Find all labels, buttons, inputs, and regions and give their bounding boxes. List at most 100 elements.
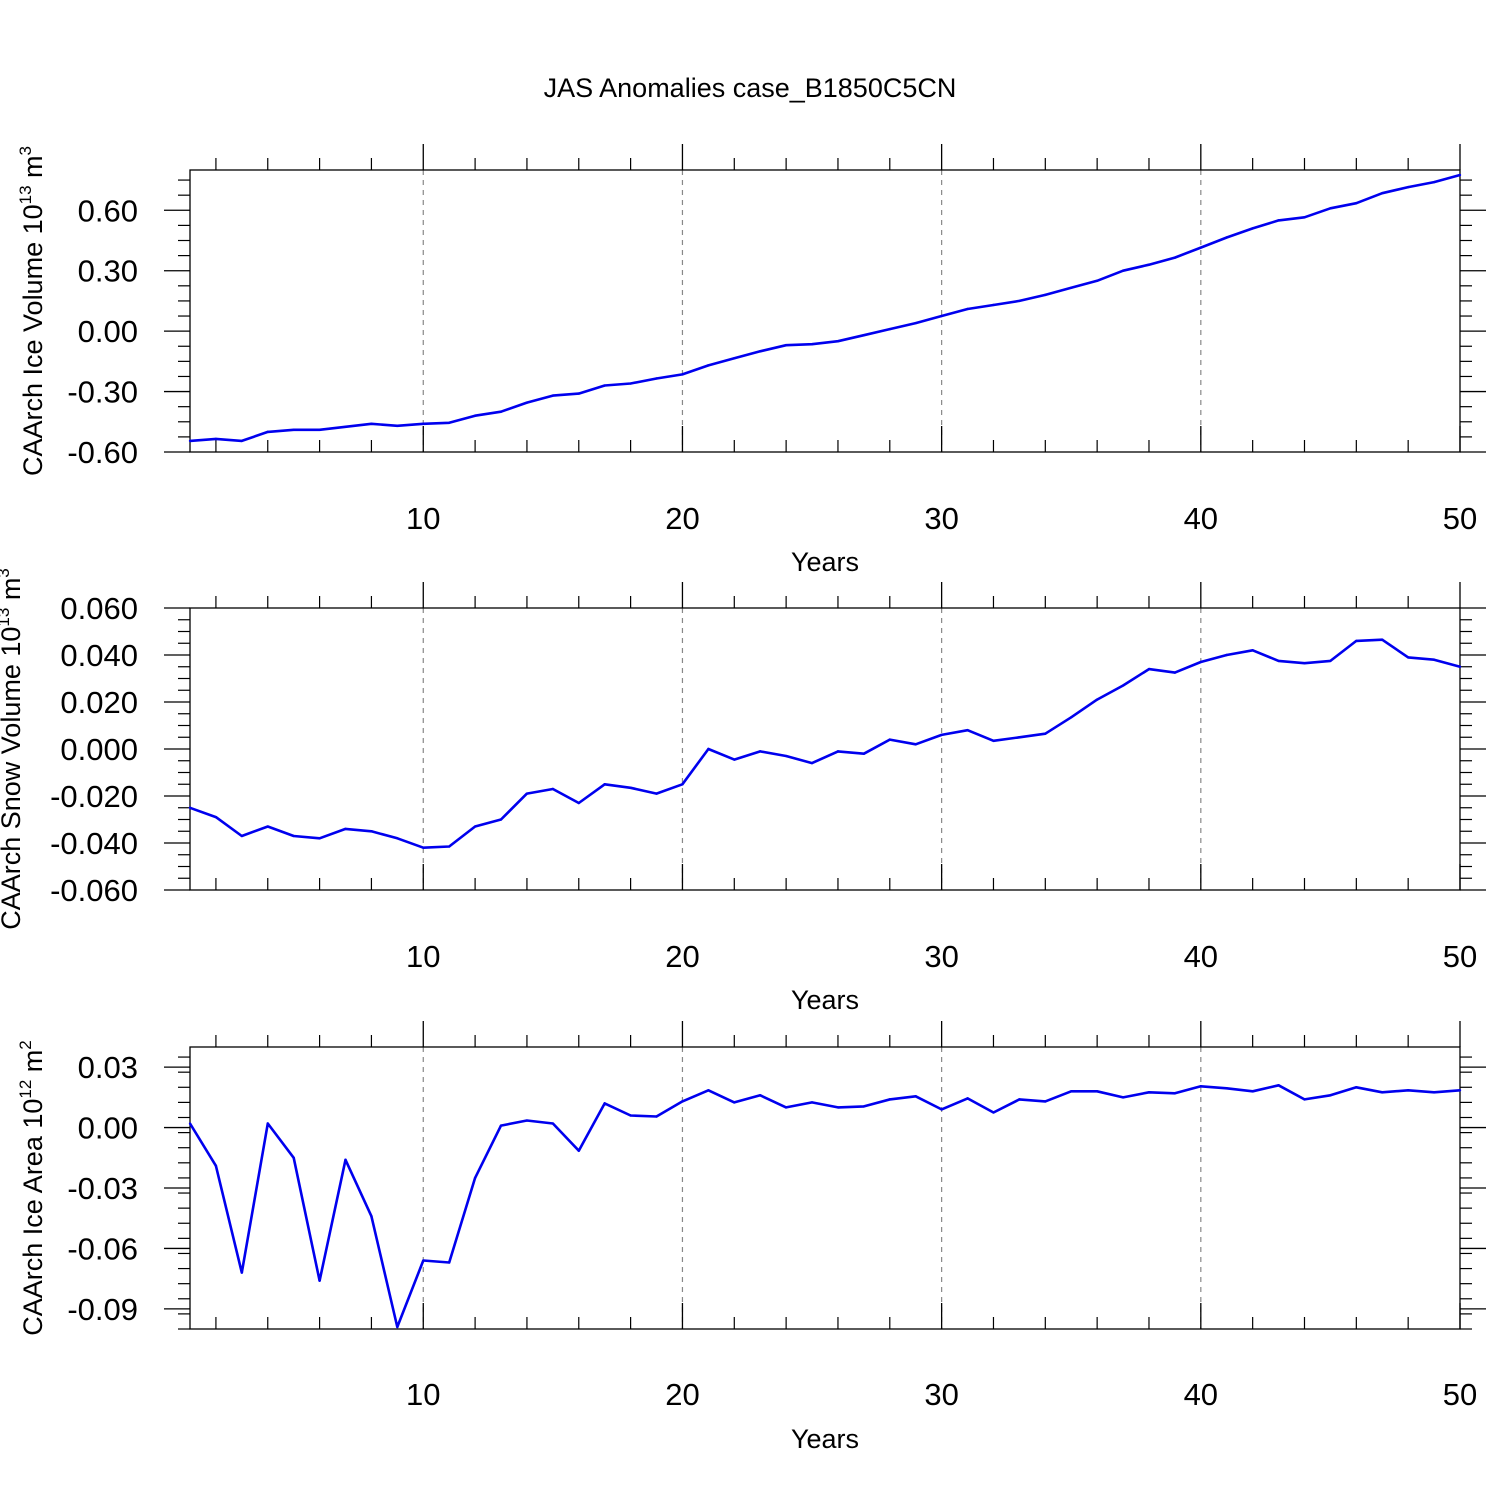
data-point bbox=[992, 739, 995, 742]
x-tick-label: 10 bbox=[406, 501, 440, 536]
data-point bbox=[940, 1108, 943, 1111]
x-tick-label: 50 bbox=[1443, 1377, 1477, 1412]
x-tick-label: 50 bbox=[1443, 939, 1477, 974]
data-point bbox=[473, 414, 477, 417]
data-point bbox=[992, 303, 995, 307]
data-point bbox=[1199, 660, 1203, 664]
panel-3: 10 20 30 40 50 0.03 0.00 -0.03 -0.06 -0.09 Years CA… bbox=[16, 1021, 1486, 1454]
data-point bbox=[681, 373, 684, 376]
data-point bbox=[862, 752, 866, 755]
data-point bbox=[1355, 639, 1358, 643]
data-point bbox=[422, 422, 425, 425]
data-point bbox=[266, 825, 269, 828]
data-point bbox=[1432, 1091, 1436, 1094]
y-tick-label: 0.00 bbox=[78, 1111, 138, 1146]
data-point bbox=[188, 806, 192, 809]
data-point bbox=[862, 333, 866, 337]
data-point bbox=[214, 1164, 218, 1168]
data-point bbox=[292, 428, 295, 432]
data-point bbox=[655, 1115, 658, 1118]
data-point bbox=[1147, 263, 1151, 266]
data-point bbox=[707, 364, 710, 367]
data-point bbox=[240, 439, 244, 443]
series-line bbox=[189, 638, 1461, 850]
plot-frame bbox=[189, 169, 1461, 453]
data-point bbox=[396, 1325, 399, 1329]
data-point bbox=[370, 830, 373, 833]
y-tick-label: 0.60 bbox=[78, 193, 138, 228]
data-point bbox=[603, 384, 606, 387]
data-point bbox=[1458, 1089, 1462, 1092]
data-point bbox=[188, 1122, 192, 1125]
data-point bbox=[1199, 1085, 1203, 1088]
panel-1: 10 20 30 40 50 0.60 0.30 0.00 -0.30 -0.60 Years CAA… bbox=[16, 144, 1486, 577]
data-point bbox=[940, 733, 943, 737]
x-tick-label: 30 bbox=[924, 939, 958, 974]
y-tick-label: 0.30 bbox=[78, 254, 138, 289]
panel-2: 10 20 30 40 50 0.060 0.040 0.020 0.000 -0.020 -0.0… bbox=[0, 568, 1486, 1015]
x-tick-label: 20 bbox=[665, 939, 699, 974]
data-point bbox=[240, 1271, 244, 1274]
data-point bbox=[1225, 236, 1228, 239]
data-point bbox=[629, 786, 632, 789]
panels: 10 20 30 40 50 0.60 0.30 0.00 -0.30 -0.60 Years CAA… bbox=[0, 144, 1486, 1454]
data-point bbox=[888, 1098, 891, 1101]
data-point bbox=[240, 834, 244, 838]
data-point bbox=[473, 1176, 477, 1180]
data-point bbox=[914, 1095, 917, 1098]
data-point bbox=[1303, 662, 1306, 665]
data-point bbox=[681, 783, 684, 786]
x-tick-label: 20 bbox=[665, 1377, 699, 1412]
data-point bbox=[1251, 1090, 1254, 1093]
data-point bbox=[707, 747, 710, 751]
data-point bbox=[836, 750, 840, 753]
data-point bbox=[966, 307, 969, 311]
x-tick-label: 30 bbox=[924, 501, 958, 536]
y-tick-label: -0.03 bbox=[67, 1171, 138, 1206]
data-point bbox=[1070, 1090, 1073, 1093]
data-point bbox=[1018, 1098, 1021, 1101]
data-point bbox=[1173, 671, 1177, 674]
data-point bbox=[370, 422, 373, 425]
series-line bbox=[189, 173, 1461, 443]
data-point bbox=[1044, 732, 1047, 735]
x-tick-label: 40 bbox=[1184, 939, 1218, 974]
data-point bbox=[1277, 659, 1280, 663]
x-axis-label: Years bbox=[791, 547, 859, 577]
data-point bbox=[1095, 1090, 1099, 1093]
data-point bbox=[292, 834, 295, 838]
data-point bbox=[1303, 1098, 1306, 1101]
data-point bbox=[629, 1114, 632, 1117]
data-point bbox=[473, 825, 477, 828]
y-tick-label: -0.060 bbox=[50, 873, 138, 908]
data-point bbox=[499, 410, 503, 413]
y-axis-label: CAArch Ice Volume 1013 m3 bbox=[16, 146, 48, 476]
data-point bbox=[1147, 1091, 1151, 1094]
data-point bbox=[1406, 1089, 1410, 1092]
data-point bbox=[1018, 736, 1021, 739]
data-point bbox=[1381, 191, 1384, 195]
data-point bbox=[525, 1119, 529, 1122]
y-tick-label: 0.040 bbox=[60, 638, 138, 673]
data-point bbox=[862, 1105, 866, 1108]
data-point bbox=[1121, 269, 1125, 272]
data-point bbox=[214, 437, 218, 441]
x-tick-label: 10 bbox=[406, 1377, 440, 1412]
data-point bbox=[681, 1100, 684, 1103]
data-point bbox=[577, 801, 580, 805]
data-point bbox=[966, 1097, 969, 1100]
data-point bbox=[1355, 202, 1358, 205]
data-point bbox=[1173, 256, 1177, 259]
data-point bbox=[1070, 286, 1073, 290]
data-point bbox=[344, 827, 347, 831]
data-point bbox=[655, 377, 658, 380]
data-point bbox=[1147, 667, 1151, 671]
data-point bbox=[655, 792, 658, 795]
y-tick-label: -0.020 bbox=[50, 779, 138, 814]
x-axis-label: Years bbox=[791, 1424, 859, 1454]
data-point bbox=[1432, 658, 1436, 661]
data-point bbox=[447, 1261, 451, 1264]
data-point bbox=[1121, 684, 1125, 687]
data-point bbox=[966, 729, 969, 732]
data-point bbox=[1095, 698, 1099, 701]
